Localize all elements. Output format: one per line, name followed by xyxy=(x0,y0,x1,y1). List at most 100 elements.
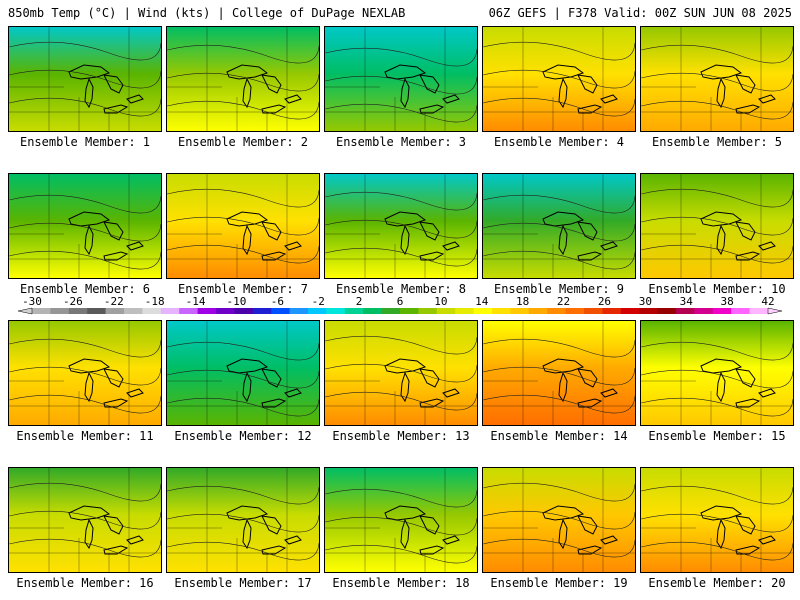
great-lakes-outline xyxy=(577,545,603,555)
colorbar-swatch xyxy=(179,308,199,314)
ensemble-member-label: Ensemble Member: 12 xyxy=(174,429,312,443)
boundary-lines xyxy=(167,468,319,572)
colorbar-tick-label: 2 xyxy=(356,296,363,308)
great-lakes-outline xyxy=(226,358,269,374)
product-title: 850mb Temp (°C) | Wind (kts) | College o… xyxy=(8,6,406,20)
ensemble-member-map xyxy=(640,26,794,132)
height-contour xyxy=(167,244,319,264)
colorbar-swatch xyxy=(234,308,254,314)
height-contour xyxy=(641,100,793,120)
height-contour xyxy=(641,188,793,208)
great-lakes-outline xyxy=(226,505,269,521)
ensemble-member-label: Ensemble Member: 4 xyxy=(493,135,625,149)
height-contour xyxy=(641,72,793,92)
boundary-lines xyxy=(641,321,793,425)
great-lakes-outline xyxy=(577,104,603,114)
height-contour xyxy=(325,47,477,67)
great-lakes-outline xyxy=(442,241,460,251)
great-lakes-outline xyxy=(442,94,460,104)
boundary-lines xyxy=(641,27,793,131)
colorbar-tick-label: -6 xyxy=(271,296,284,308)
height-contour xyxy=(9,194,161,214)
height-contour xyxy=(483,538,635,558)
height-contour xyxy=(167,44,319,64)
great-lakes-outline xyxy=(735,515,756,535)
great-lakes-outline xyxy=(68,505,111,521)
height-contour xyxy=(325,488,477,508)
colorbar-swatch xyxy=(289,308,309,314)
ensemble-member-label: Ensemble Member: 8 xyxy=(335,282,467,296)
colorbar-swatch xyxy=(565,308,585,314)
height-contour xyxy=(325,103,477,123)
run-valid-time: 06Z GEFS | F378 Valid: 00Z SUN JUN 08 20… xyxy=(488,6,792,20)
boundary-lines xyxy=(483,321,635,425)
great-lakes-outline xyxy=(419,104,445,114)
height-contour xyxy=(9,538,161,558)
great-lakes-outline xyxy=(577,251,603,261)
boundary-lines xyxy=(325,468,477,572)
great-lakes-outline xyxy=(758,241,776,251)
great-lakes-outline xyxy=(384,358,427,374)
great-lakes-outline xyxy=(542,358,585,374)
great-lakes-outline xyxy=(419,515,440,535)
colorbar-swatch xyxy=(602,308,622,314)
great-lakes-outline xyxy=(558,224,568,256)
great-lakes-outline xyxy=(103,74,124,94)
height-contour xyxy=(641,216,793,236)
colorbar-tick-label: 10 xyxy=(434,296,447,308)
boundary-lines xyxy=(325,321,477,425)
height-contour xyxy=(325,391,477,411)
great-lakes-outline xyxy=(558,371,568,403)
ensemble-member-map xyxy=(640,173,794,279)
height-contour xyxy=(325,75,477,95)
height-contour xyxy=(325,544,477,564)
great-lakes-outline xyxy=(400,224,410,256)
height-contour xyxy=(167,541,319,561)
height-contour xyxy=(9,222,161,242)
great-lakes-outline xyxy=(442,535,460,545)
height-contour xyxy=(167,397,319,417)
colorbar-tick-label: -14 xyxy=(186,296,206,308)
colorbar-swatch xyxy=(418,308,438,314)
great-lakes-outline xyxy=(284,388,302,398)
great-lakes-outline xyxy=(84,371,94,403)
ensemble-member-label: Ensemble Member: 20 xyxy=(648,576,786,590)
ensemble-member-label: Ensemble Member: 6 xyxy=(19,282,151,296)
colorbar-swatch xyxy=(473,308,493,314)
great-lakes-outline xyxy=(558,77,568,109)
great-lakes-outline xyxy=(103,104,129,114)
colorbar-swatch xyxy=(620,308,640,314)
boundary-lines xyxy=(483,27,635,131)
great-lakes-outline xyxy=(126,94,144,104)
great-lakes-outline xyxy=(103,221,124,241)
colorbar-tick-label: 22 xyxy=(557,296,570,308)
ensemble-member-label: Ensemble Member: 18 xyxy=(332,576,470,590)
great-lakes-outline xyxy=(758,94,776,104)
boundary-lines xyxy=(9,321,161,425)
great-lakes-outline xyxy=(261,515,282,535)
height-contour xyxy=(483,510,635,530)
great-lakes-outline xyxy=(103,398,129,408)
colorbar-swatch xyxy=(436,308,456,314)
colorbar-swatch xyxy=(216,308,235,314)
boundary-lines xyxy=(641,174,793,278)
colorbar-tick-label: -2 xyxy=(312,296,325,308)
temperature-colorbar: -30 -26 -22 -18 -14 -10 -6 -2 2 6 10 14 18 22 26 30 34 38… xyxy=(17,296,783,315)
colorbar-tick-label: 26 xyxy=(598,296,611,308)
ensemble-member-label: Ensemble Member: 10 xyxy=(648,282,786,296)
height-contour xyxy=(483,394,635,414)
ensemble-member-label: Ensemble Member: 11 xyxy=(16,429,154,443)
ensemble-member-label: Ensemble Member: 14 xyxy=(490,429,628,443)
boundary-lines xyxy=(9,27,161,131)
great-lakes-outline xyxy=(84,77,94,109)
ensemble-member-map xyxy=(324,467,478,573)
ensemble-member-map xyxy=(166,467,320,573)
height-contour xyxy=(167,513,319,533)
great-lakes-outline xyxy=(261,368,282,388)
ensemble-member-label: Ensemble Member: 1 xyxy=(19,135,151,149)
height-contour xyxy=(483,41,635,61)
height-contour xyxy=(9,510,161,530)
great-lakes-outline xyxy=(600,241,618,251)
great-lakes-outline xyxy=(261,251,287,261)
height-contour xyxy=(167,369,319,389)
